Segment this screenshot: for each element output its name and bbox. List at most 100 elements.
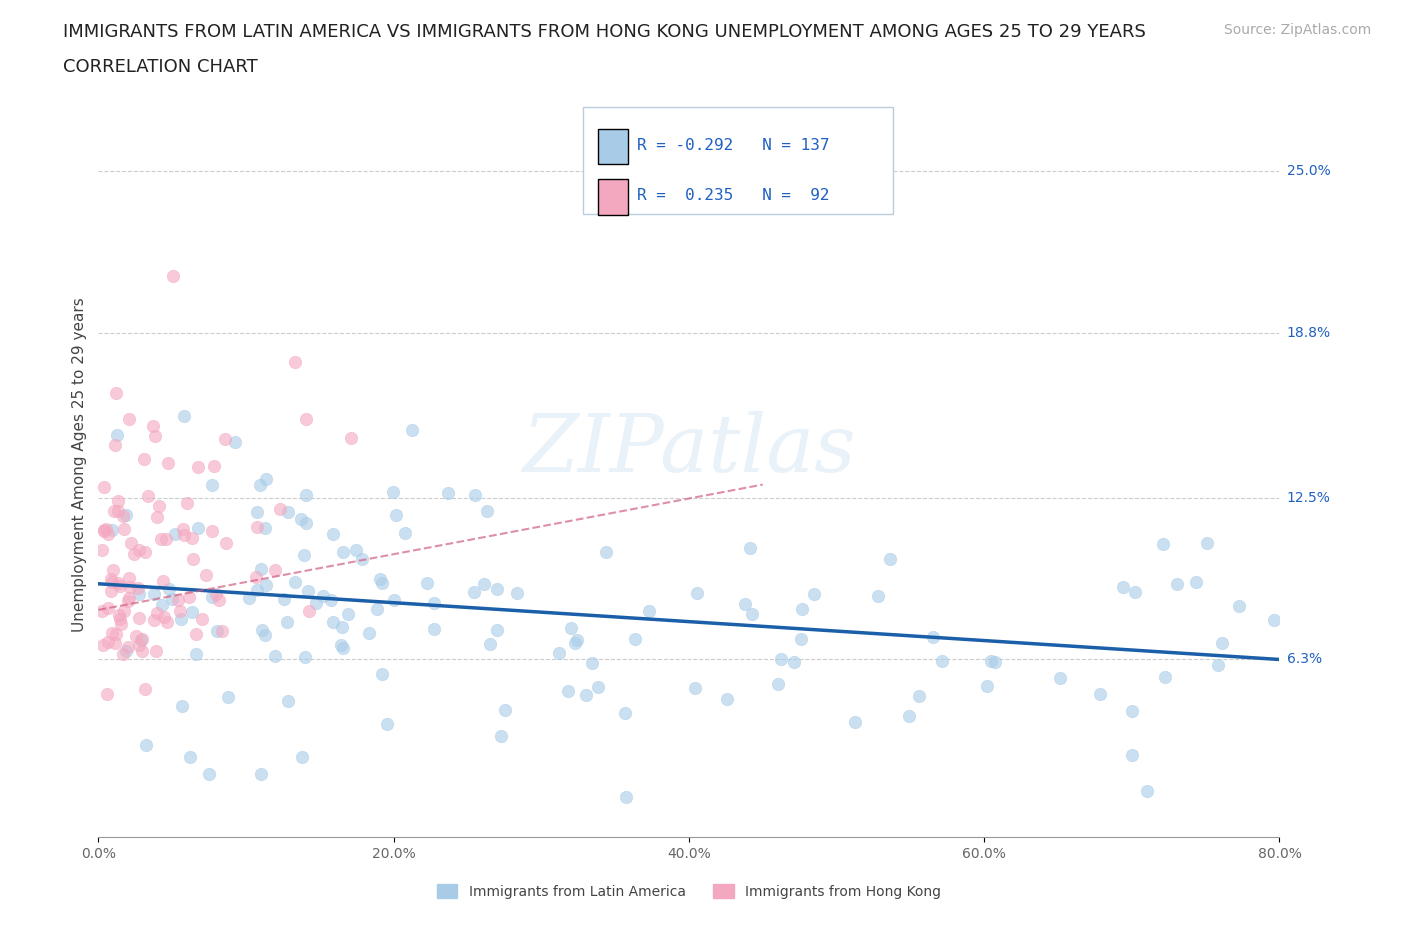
Point — [150, 598, 173, 613]
Point — [117, 571, 139, 586]
Point — [97, 601, 120, 616]
Point — [179, 749, 201, 764]
Point — [250, 562, 273, 577]
Point — [122, 546, 145, 561]
Point — [198, 766, 221, 781]
Point — [91, 604, 114, 618]
Point — [1136, 783, 1159, 798]
Point — [907, 688, 929, 703]
Point — [984, 655, 1007, 670]
Point — [108, 578, 131, 593]
Point — [173, 527, 195, 542]
Point — [118, 591, 141, 605]
Point — [494, 702, 516, 717]
Point — [273, 591, 295, 606]
Text: 25.0%: 25.0% — [1286, 165, 1330, 179]
Point — [505, 585, 527, 600]
Point — [370, 576, 392, 591]
Point — [100, 575, 122, 590]
Point — [93, 524, 115, 538]
Point — [145, 644, 167, 658]
Point — [97, 526, 120, 541]
Point — [464, 488, 486, 503]
Point — [638, 604, 661, 618]
Point — [401, 423, 423, 438]
Point — [614, 706, 637, 721]
Point — [93, 480, 115, 495]
Text: ZIPatlas: ZIPatlas — [522, 411, 856, 489]
Point — [1090, 686, 1112, 701]
Point — [191, 612, 214, 627]
Point — [111, 509, 134, 524]
Point — [100, 572, 122, 587]
Point — [565, 632, 588, 647]
Point — [371, 667, 394, 682]
Point — [246, 504, 269, 519]
Point — [921, 630, 943, 644]
Point — [463, 584, 485, 599]
Point — [284, 354, 307, 369]
Point — [548, 645, 571, 660]
Point — [254, 521, 277, 536]
Text: IMMIGRANTS FROM LATIN AMERICA VS IMMIGRANTS FROM HONG KONG UNEMPLOYMENT AMONG AG: IMMIGRANTS FROM LATIN AMERICA VS IMMIGRA… — [63, 23, 1146, 41]
Point — [201, 524, 224, 538]
Point — [153, 609, 176, 624]
Point — [128, 542, 150, 557]
Point — [394, 525, 416, 540]
Point — [263, 563, 285, 578]
Point — [384, 508, 406, 523]
Point — [1049, 671, 1071, 685]
Point — [142, 418, 165, 433]
Point — [104, 635, 127, 650]
Point — [128, 587, 150, 602]
Point — [162, 591, 184, 606]
Point — [1227, 598, 1250, 613]
Point — [769, 652, 792, 667]
Point — [107, 608, 129, 623]
Point — [336, 606, 359, 621]
Point — [294, 487, 316, 502]
Point — [118, 579, 141, 594]
Point — [128, 637, 150, 652]
Point — [803, 587, 825, 602]
Point — [1152, 537, 1174, 551]
Text: R = -0.292   N = 137: R = -0.292 N = 137 — [637, 139, 830, 153]
Point — [134, 682, 156, 697]
Point — [294, 649, 316, 664]
Point — [205, 624, 228, 639]
Point — [143, 429, 166, 444]
Point — [560, 620, 582, 635]
Point — [1121, 703, 1143, 718]
Point — [184, 646, 207, 661]
Point — [292, 547, 315, 562]
Point — [416, 576, 439, 591]
Point — [128, 611, 150, 626]
Text: 6.3%: 6.3% — [1286, 653, 1322, 667]
Point — [437, 485, 460, 500]
Point — [150, 532, 173, 547]
Point — [91, 638, 114, 653]
Point — [716, 691, 738, 706]
Point — [145, 605, 167, 620]
Point — [173, 408, 195, 423]
Point — [1263, 613, 1285, 628]
Point — [790, 631, 813, 646]
Point — [238, 590, 260, 604]
Point — [101, 523, 124, 538]
Point — [844, 714, 866, 729]
Point — [201, 478, 224, 493]
Point — [157, 456, 180, 471]
Point — [290, 512, 312, 526]
Point — [686, 585, 709, 600]
Point — [250, 766, 273, 781]
Point — [350, 551, 373, 566]
Point — [382, 485, 405, 499]
Point — [1112, 579, 1135, 594]
Point — [131, 631, 153, 646]
Point — [115, 644, 138, 658]
Text: 18.8%: 18.8% — [1286, 326, 1331, 340]
Point — [477, 504, 499, 519]
Y-axis label: Unemployment Among Ages 25 to 29 years: Unemployment Among Ages 25 to 29 years — [72, 298, 87, 632]
Point — [322, 614, 344, 629]
Point — [155, 531, 177, 546]
